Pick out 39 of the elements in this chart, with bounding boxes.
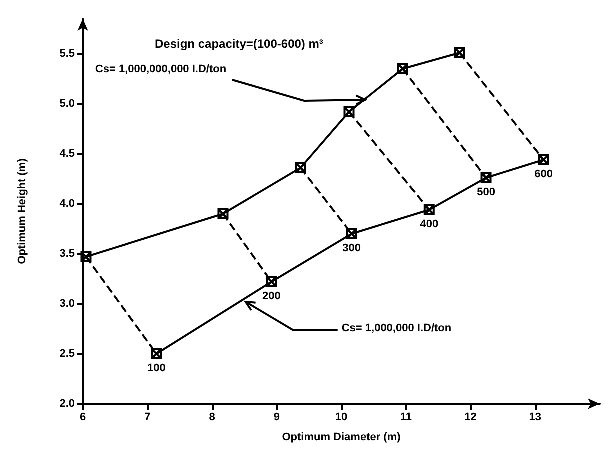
x-tick-label: 11 [400,412,412,424]
x-tick-label: 9 [274,412,280,424]
point [454,48,466,58]
point [151,348,162,360]
annotation: 100 [147,362,166,374]
y-tick-label: 2.5 [60,348,75,360]
annotation: 300 [342,242,362,254]
annotation: 200 [262,290,281,302]
y-tick-label: 4.5 [60,148,75,160]
point [218,208,229,220]
point [344,106,355,118]
annotation: Cs= 1,000,000 I.D/ton [342,322,452,334]
annotation: 400 [420,218,439,230]
point [538,154,550,166]
y-tick-label: 3.5 [60,248,75,260]
annotation: 600 [534,168,553,180]
point [80,252,92,262]
point [424,204,435,216]
annotation: 500 [477,186,496,198]
x-tick-label: 7 [144,412,151,424]
x-axis-title: Optimum Diameter (m) [282,432,402,444]
point [295,162,306,174]
y-tick-label: 5.0 [60,98,75,110]
y-tick-label: 4.0 [60,198,75,210]
y-tick-label: 2.0 [60,398,75,410]
y-tick-label: 3.0 [60,298,75,310]
y-tick-label: 5.5 [60,48,75,60]
point [397,64,408,74]
x-tick-label: 13 [529,412,542,424]
point [480,172,492,184]
y-axis-title: Optimum Height (m) [16,158,28,264]
annotation: Cs= 1,000,000,000 I.D/ton [95,64,227,76]
text: Design capacity=(100-600) m³ [155,37,324,51]
x-tick-label: 12 [464,412,477,424]
point [346,228,358,240]
x-tick-label: 8 [209,412,216,424]
x-tick-label: 10 [335,412,348,424]
x-tick-label: 6 [80,412,86,424]
point [266,276,278,288]
